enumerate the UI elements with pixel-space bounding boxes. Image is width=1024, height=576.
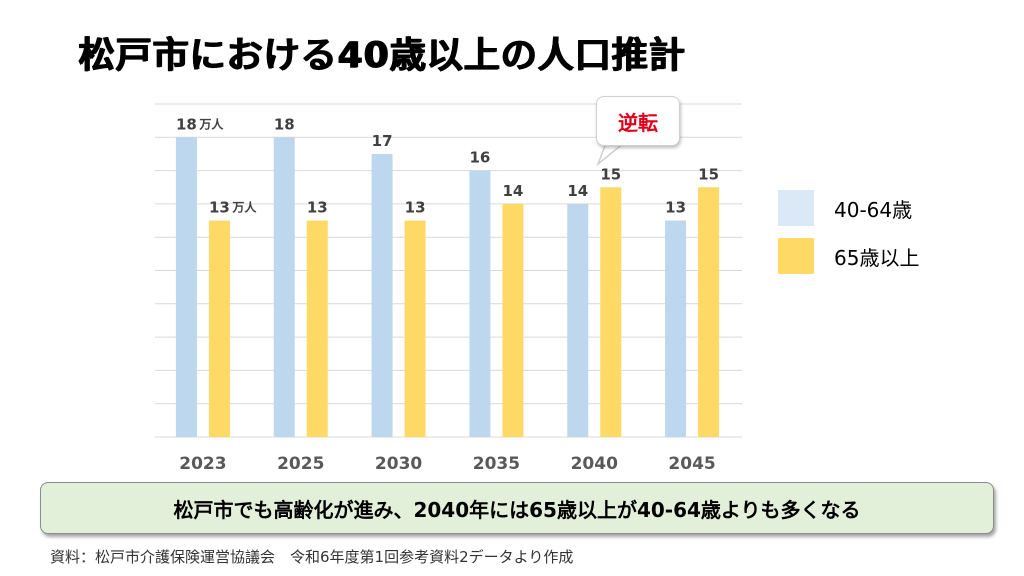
legend-swatch-65-plus [778, 238, 814, 274]
bar-40-64-2040 [567, 203, 589, 437]
x-tick-label-2040: 2040 [571, 454, 618, 474]
bar-40-64-2025 [273, 137, 295, 438]
unit-label-40-64: 万人 [198, 116, 224, 131]
chart-title: 松戸市における40歳以上の人口推計 [78, 35, 686, 76]
bar-65-plus-2030 [404, 220, 426, 437]
x-tick-label-2025: 2025 [277, 454, 324, 474]
bar-65-plus-2040 [600, 187, 622, 437]
bar-65-plus-2025 [306, 220, 328, 437]
bar-40-64-2035 [469, 170, 491, 437]
data-label-40-64-2045: 13 [665, 199, 686, 217]
legend-label-65-plus: 65歳以上 [834, 245, 920, 270]
data-label-40-64-2023: 18 [176, 115, 197, 133]
data-label-40-64-2040: 14 [567, 182, 588, 200]
data-label-40-64-2035: 16 [469, 149, 490, 167]
source-note: 資料：松戸市介護保険運営協議会 令和6年度第1回参考資料2データより作成 [50, 548, 574, 566]
unit-label-65-plus: 万人 [231, 200, 257, 215]
bar-65-plus-2045 [698, 187, 720, 437]
legend-swatch-40-64 [778, 190, 814, 226]
conclusion-banner: 松戸市でも高齢化が進み、2040年には65歳以上が40-64歳よりも多くなる [40, 482, 994, 534]
bar-40-64-2045 [665, 220, 687, 437]
legend-item-40-64: 40-64歳 [778, 190, 912, 226]
data-label-40-64-2030: 17 [372, 132, 393, 150]
data-label-65-plus-2045: 15 [698, 165, 719, 183]
bar-65-plus-2023 [208, 220, 230, 437]
x-tick-label-2030: 2030 [375, 454, 422, 474]
bar-40-64-2030 [371, 153, 393, 437]
x-tick-label-2045: 2045 [668, 454, 715, 474]
data-label-65-plus-2025: 13 [307, 199, 328, 217]
x-tick-label-2023: 2023 [179, 454, 226, 474]
reversal-callout: 逆転 [596, 96, 680, 146]
legend-item-65-plus: 65歳以上 [778, 238, 919, 274]
callout-tail-cover [607, 140, 623, 145]
x-tick-label-2035: 2035 [473, 454, 520, 474]
data-label-65-plus-2030: 13 [405, 199, 426, 217]
bar-40-64-2023 [175, 137, 197, 438]
bar-65-plus-2035 [502, 203, 524, 437]
data-label-65-plus-2040: 15 [600, 165, 621, 183]
data-label-65-plus-2035: 14 [502, 182, 523, 200]
data-label-65-plus-2023: 13 [209, 199, 230, 217]
legend-label-40-64: 40-64歳 [834, 197, 913, 222]
data-label-40-64-2025: 18 [274, 115, 295, 133]
